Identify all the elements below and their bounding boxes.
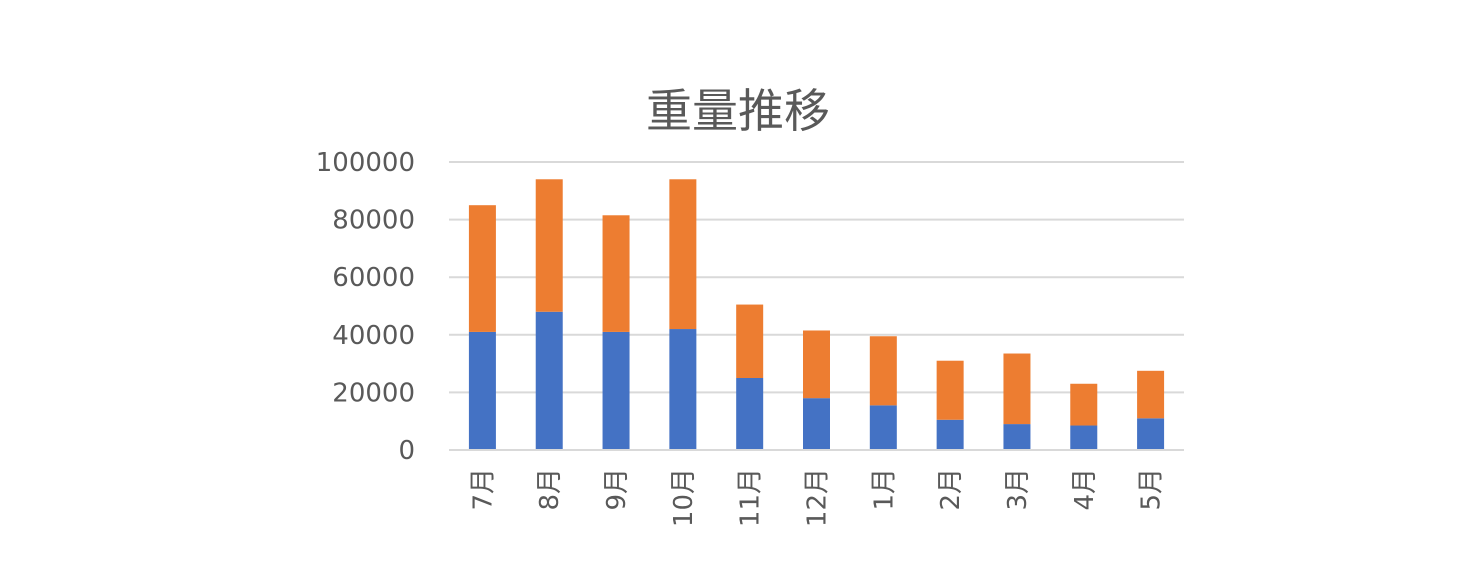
x-axis-tick-labels: 7月 8月 9月 10月 11月 12月 1月 2月 3月 4月 5月 xyxy=(468,468,1166,527)
bar-series-1-7 xyxy=(869,405,897,450)
bar-series-1-3 xyxy=(602,331,630,450)
y-tick-label: 80000 xyxy=(332,206,415,236)
x-tick-label: 12月 xyxy=(803,468,833,527)
bar-series-2-3 xyxy=(602,215,630,332)
x-tick-label: 10月 xyxy=(669,468,699,527)
gridlines xyxy=(449,161,1184,394)
bar-series-1-9 xyxy=(1003,424,1031,450)
bar-series-2-9 xyxy=(1003,353,1031,425)
x-tick-label: 3月 xyxy=(1003,468,1033,511)
y-tick-label: 100000 xyxy=(316,148,415,178)
bar-series-1-2 xyxy=(535,311,563,450)
bar-series-1-1 xyxy=(468,331,496,450)
y-tick-label: 20000 xyxy=(332,378,415,408)
bars xyxy=(468,179,1165,450)
x-tick-label: 2月 xyxy=(936,468,966,511)
bar-series-2-6 xyxy=(803,330,830,399)
x-tick-label: 7月 xyxy=(468,468,498,511)
y-tick-label: 40000 xyxy=(332,321,415,351)
bar-series-1-11 xyxy=(1137,418,1165,450)
x-tick-label: 5月 xyxy=(1137,468,1167,511)
x-tick-label: 1月 xyxy=(869,468,899,511)
bar-series-1-6 xyxy=(803,398,830,450)
bar-series-2-2 xyxy=(535,179,563,312)
x-tick-label: 8月 xyxy=(535,468,565,511)
chart-title: 重量推移 xyxy=(646,84,830,138)
bar-series-2-5 xyxy=(736,304,764,378)
x-tick-label: 11月 xyxy=(736,468,766,527)
y-tick-label: 60000 xyxy=(332,263,415,293)
x-tick-label: 9月 xyxy=(602,468,632,511)
bar-series-2-4 xyxy=(669,179,697,330)
bar-series-1-5 xyxy=(736,378,764,450)
bar-series-1-8 xyxy=(936,419,964,450)
y-axis-tick-labels: 0 20000 40000 60000 80000 100000 xyxy=(316,148,415,466)
x-tick-label: 4月 xyxy=(1070,468,1100,511)
bar-series-1-4 xyxy=(669,329,697,450)
bar-series-2-11 xyxy=(1137,370,1165,419)
bar-series-2-8 xyxy=(936,360,964,420)
bar-series-2-10 xyxy=(1070,383,1098,426)
y-tick-label: 0 xyxy=(398,436,415,466)
bar-series-1-10 xyxy=(1070,425,1098,450)
bar-series-2-7 xyxy=(869,336,897,406)
bar-series-2-1 xyxy=(468,205,496,332)
